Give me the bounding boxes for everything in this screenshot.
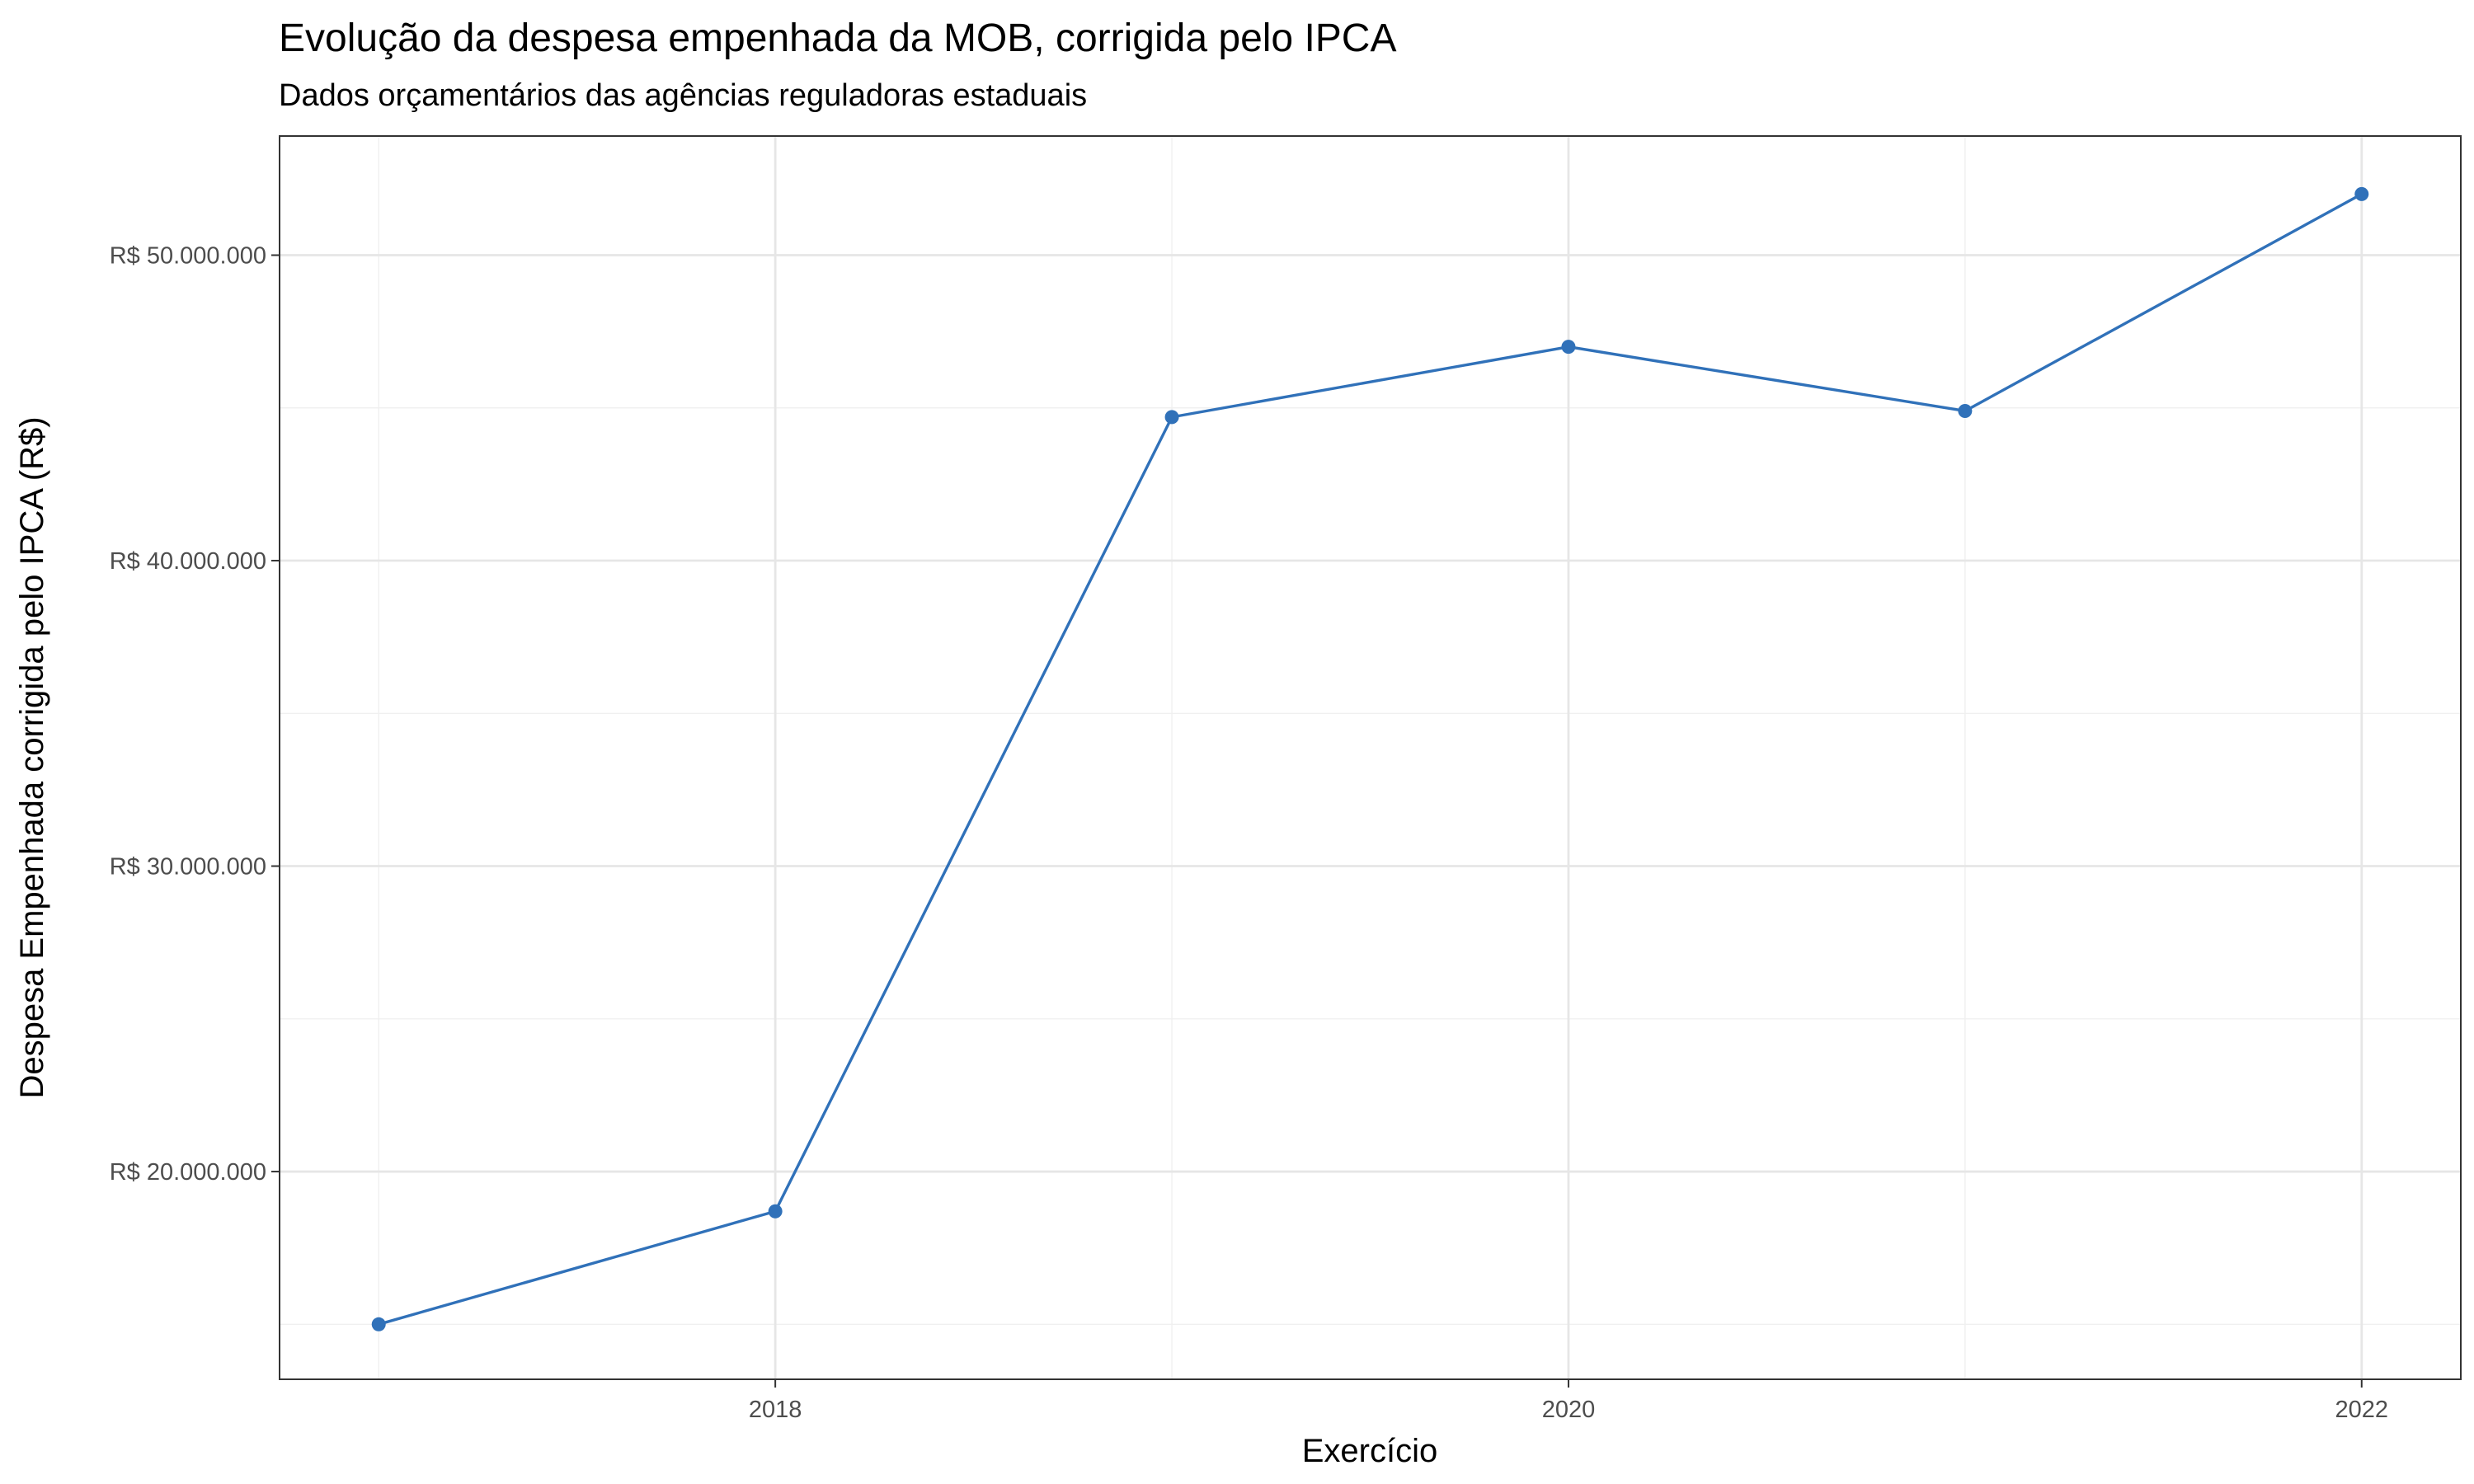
data-series [371,186,2369,1331]
chart-title: Evolução da despesa empenhada da MOB, co… [279,16,1396,60]
x-tick-label: 2022 [2335,1397,2389,1423]
plot-panel [279,135,2462,1380]
chart-subtitle: Dados orçamentários das agências regulad… [279,78,1087,113]
y-axis-title: Despesa Empenhada corrigida pelo IPCA (R… [14,416,50,1098]
y-tick-label: R$ 20.000.000 [110,1159,266,1186]
data-point [1958,403,1973,418]
data-point [371,1317,386,1331]
data-point [768,1204,783,1219]
x-axis-title: Exercício [1302,1433,1438,1469]
grid-lines [280,136,2461,1379]
y-tick-label: R$ 30.000.000 [110,854,266,881]
data-point [1561,340,1576,355]
x-tick-label: 2018 [749,1397,802,1423]
x-tick-label: 2020 [1542,1397,1596,1423]
y-tick-label: R$ 50.000.000 [110,243,266,270]
y-tick-label: R$ 40.000.000 [110,548,266,575]
data-point [2354,186,2369,201]
y-axis: R$ 20.000.000 R$ 30.000.000 R$ 40.000.000 R… [110,243,280,1186]
series-line [378,192,2363,1326]
data-point [1164,410,1179,425]
x-axis: 2018 2020 2022 [749,1379,2388,1423]
